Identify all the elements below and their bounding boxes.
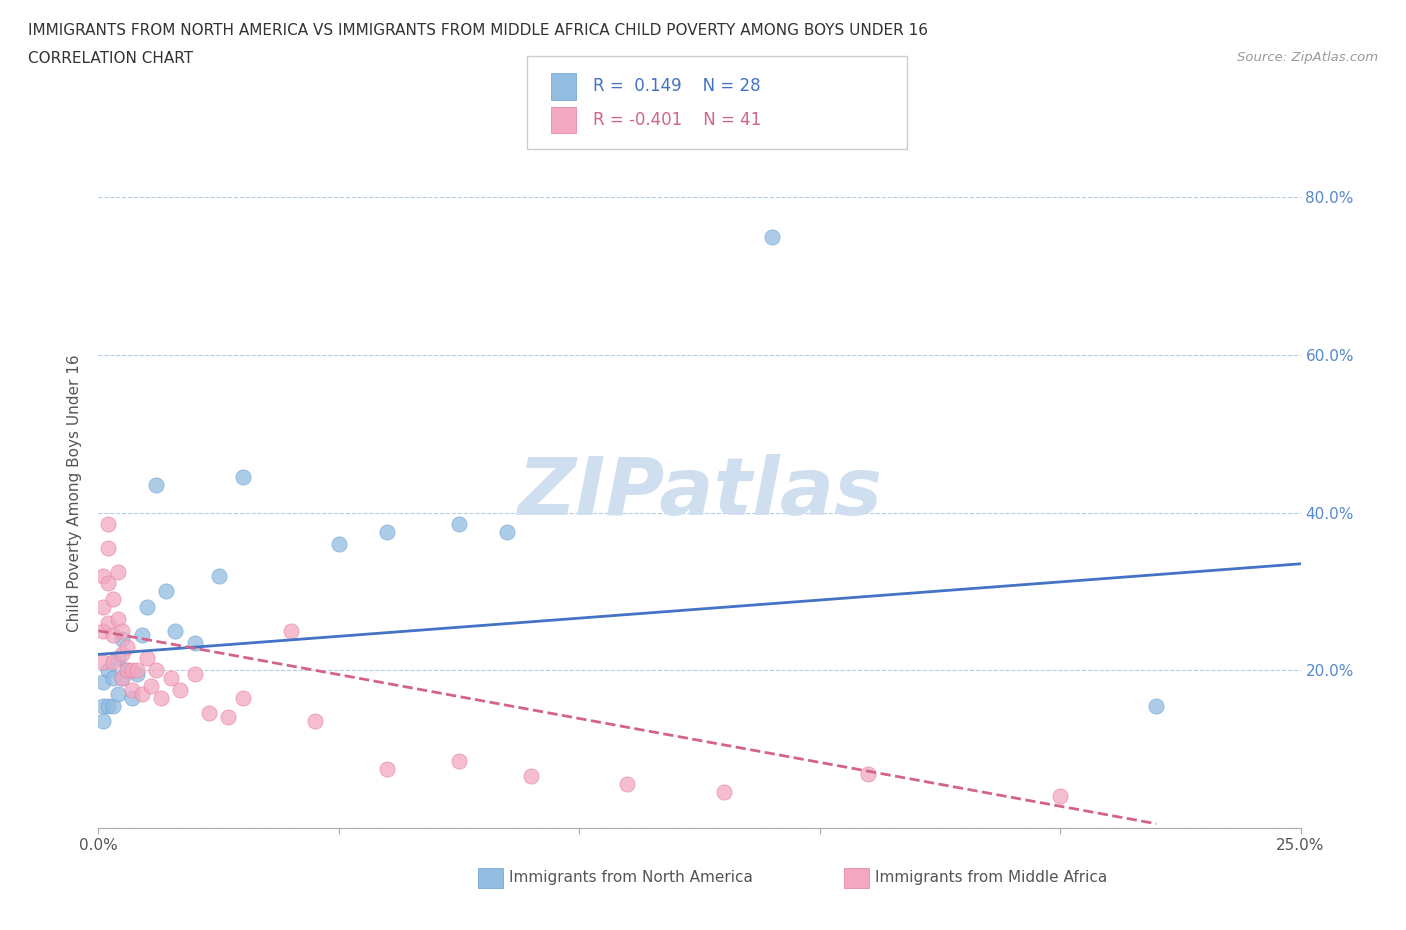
Point: [159, 671, 181, 685]
Point: [121, 683, 143, 698]
Text: R = -0.401    N = 41: R = -0.401 N = 41: [593, 111, 762, 129]
Point: [91, 674, 114, 689]
Point: [111, 647, 134, 662]
Point: [97, 698, 120, 713]
Point: [375, 761, 398, 776]
Point: [208, 568, 231, 583]
Point: [117, 663, 139, 678]
Point: [91, 623, 114, 638]
Point: [131, 627, 153, 642]
Text: CORRELATION CHART: CORRELATION CHART: [28, 51, 193, 66]
Point: [107, 565, 129, 579]
Point: [97, 576, 120, 591]
Point: [155, 584, 177, 599]
Point: [141, 679, 163, 694]
Point: [496, 525, 519, 539]
Point: [856, 766, 879, 781]
Point: [761, 230, 783, 245]
Point: [616, 777, 638, 791]
Point: [117, 639, 139, 654]
Point: [97, 663, 120, 678]
Text: IMMIGRANTS FROM NORTH AMERICA VS IMMIGRANTS FROM MIDDLE AFRICA CHILD POVERTY AMO: IMMIGRANTS FROM NORTH AMERICA VS IMMIGRA…: [28, 23, 928, 38]
Text: R =  0.149    N = 28: R = 0.149 N = 28: [593, 77, 761, 96]
Point: [97, 540, 120, 555]
Point: [121, 663, 143, 678]
Y-axis label: Child Poverty Among Boys Under 16: Child Poverty Among Boys Under 16: [67, 354, 83, 631]
Point: [169, 683, 191, 698]
Point: [101, 591, 124, 606]
Point: [101, 671, 124, 685]
Point: [232, 470, 254, 485]
Point: [107, 612, 129, 627]
Point: [1049, 789, 1071, 804]
Point: [280, 623, 302, 638]
Point: [131, 686, 153, 701]
Point: [217, 710, 239, 724]
Point: [304, 714, 326, 729]
Point: [447, 753, 470, 768]
Point: [101, 627, 124, 642]
Point: [183, 667, 205, 682]
Point: [101, 698, 124, 713]
Point: [328, 537, 350, 551]
Point: [198, 706, 221, 721]
Text: Source: ZipAtlas.com: Source: ZipAtlas.com: [1237, 51, 1378, 64]
Point: [107, 686, 129, 701]
Point: [447, 517, 470, 532]
Point: [97, 616, 120, 631]
Point: [101, 655, 124, 670]
Point: [91, 568, 114, 583]
Point: [91, 600, 114, 615]
Point: [145, 663, 167, 678]
Point: [111, 631, 134, 646]
Point: [117, 663, 139, 678]
Point: [97, 517, 120, 532]
Point: [125, 663, 148, 678]
Point: [713, 785, 735, 800]
Text: Immigrants from North America: Immigrants from North America: [509, 870, 752, 885]
Point: [1144, 698, 1167, 713]
Point: [145, 478, 167, 493]
Point: [111, 671, 134, 685]
Point: [111, 623, 134, 638]
Point: [91, 698, 114, 713]
Point: [111, 671, 134, 685]
Point: [183, 635, 205, 650]
Point: [149, 690, 172, 705]
Point: [107, 651, 129, 666]
Text: ZIPatlas: ZIPatlas: [517, 454, 882, 532]
Point: [520, 769, 543, 784]
Point: [135, 600, 157, 615]
Text: Immigrants from Middle Africa: Immigrants from Middle Africa: [875, 870, 1107, 885]
Point: [135, 651, 157, 666]
Point: [125, 667, 148, 682]
Point: [375, 525, 398, 539]
Point: [91, 655, 114, 670]
Point: [165, 623, 187, 638]
Point: [232, 690, 254, 705]
Point: [121, 690, 143, 705]
Point: [91, 714, 114, 729]
